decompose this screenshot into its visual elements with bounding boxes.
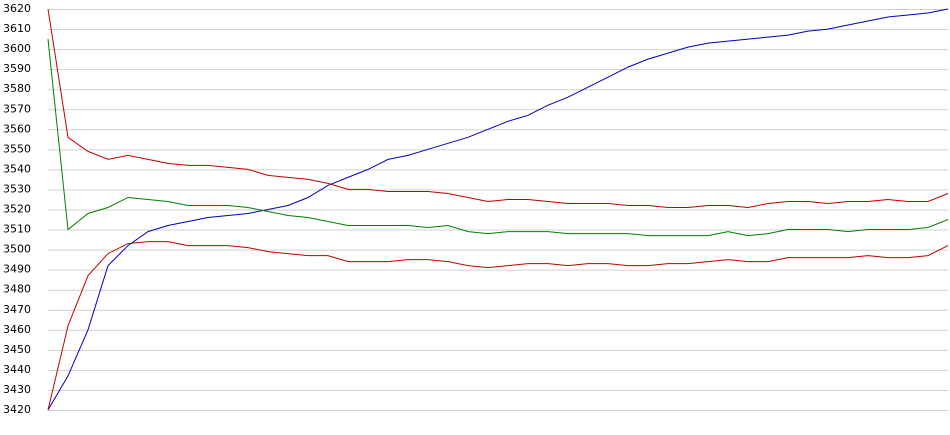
y-tick-label: 3420 bbox=[3, 403, 31, 416]
y-tick-label: 3560 bbox=[3, 122, 31, 135]
y-tick-label: 3490 bbox=[3, 263, 31, 276]
series-line bbox=[47, 39, 949, 237]
y-tick-label: 3430 bbox=[3, 383, 31, 396]
y-tick-label: 3610 bbox=[3, 22, 31, 35]
y-tick-label: 3510 bbox=[3, 223, 31, 236]
y-tick-label: 3600 bbox=[3, 42, 31, 55]
y-tick-label: 3580 bbox=[3, 82, 31, 95]
y-tick-label: 3590 bbox=[3, 62, 31, 75]
y-tick-label: 3540 bbox=[3, 162, 31, 175]
y-tick-label: 3530 bbox=[3, 182, 31, 195]
y-tick-label: 3450 bbox=[3, 343, 31, 356]
y-tick-label: 3440 bbox=[3, 363, 31, 376]
series-line bbox=[47, 8, 949, 209]
y-tick-label: 3460 bbox=[3, 323, 31, 336]
y-tick-label: 3620 bbox=[3, 2, 31, 15]
y-tick-label: 3470 bbox=[3, 303, 31, 316]
y-tick-label: 3480 bbox=[3, 283, 31, 296]
y-tick-label: 3500 bbox=[3, 243, 31, 256]
y-tick-label: 3550 bbox=[3, 142, 31, 155]
y-tick-label: 3570 bbox=[3, 102, 31, 115]
y-tick-label: 3520 bbox=[3, 203, 31, 216]
series-line bbox=[47, 241, 949, 411]
series-line bbox=[47, 8, 949, 411]
